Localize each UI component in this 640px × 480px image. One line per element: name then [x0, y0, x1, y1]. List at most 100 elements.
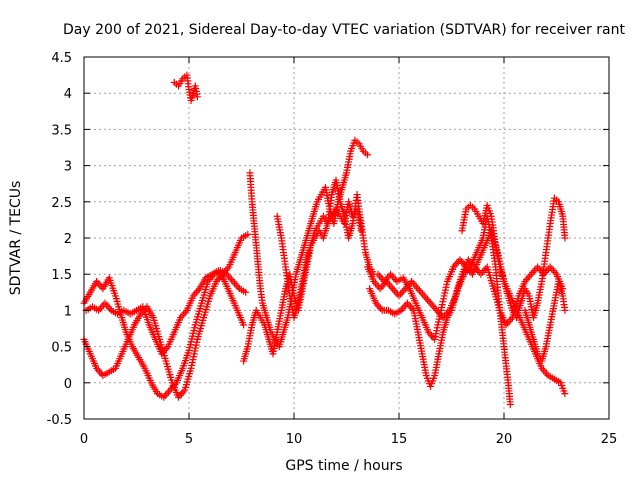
data-point-marker	[541, 368, 549, 376]
data-point-marker	[240, 321, 248, 329]
data-point-marker	[526, 272, 534, 280]
series-trace-a	[80, 267, 250, 401]
data-point-marker	[411, 281, 419, 289]
data-point-marker	[414, 285, 422, 293]
grid	[84, 57, 609, 419]
series-trace-c	[82, 267, 248, 358]
series-trace-k	[458, 194, 569, 322]
y-tick-label: 0	[64, 377, 72, 392]
x-axis-ticks: 0 5 10 15 20 25	[80, 57, 617, 447]
data-point-marker	[165, 388, 173, 396]
data-point-marker	[390, 286, 398, 294]
x-tick-label: 10	[286, 432, 303, 447]
y-axis-ticks: -0.5 0 0.5 1 1.5 2 2.5 3 3.5 4 4.5	[47, 51, 609, 428]
data-point-marker	[477, 270, 485, 278]
data-point-marker	[407, 303, 415, 311]
data-point-marker	[423, 296, 431, 304]
data-point-marker	[229, 277, 237, 285]
data-point-marker	[226, 274, 234, 282]
data-point-marker	[420, 292, 428, 300]
chart-title: Day 200 of 2021, Sidereal Day-to-day VTE…	[63, 22, 625, 38]
data-point-marker	[505, 317, 513, 325]
y-tick-label: 2	[64, 232, 72, 247]
data-points	[80, 71, 569, 409]
y-tick-label: 1	[64, 304, 72, 319]
data-point-marker	[232, 281, 240, 289]
data-point-marker	[412, 283, 420, 291]
data-point-marker	[376, 285, 384, 293]
series-trace-f	[240, 198, 365, 365]
series-trace-b	[80, 230, 252, 401]
series-trace-g	[273, 176, 378, 322]
data-point-marker	[425, 297, 433, 305]
x-tick-label: 0	[80, 432, 88, 447]
x-tick-label: 25	[601, 432, 618, 447]
data-point-marker	[400, 303, 408, 311]
data-point-marker	[228, 276, 236, 284]
data-point-marker	[388, 272, 396, 280]
data-point-marker	[561, 306, 569, 314]
data-point-marker	[97, 370, 105, 378]
data-point-marker	[96, 305, 104, 313]
data-point-marker	[389, 285, 397, 293]
data-point-marker	[561, 390, 569, 398]
data-point-marker	[104, 303, 112, 311]
data-point-marker	[431, 305, 439, 313]
x-tick-label: 5	[185, 432, 193, 447]
series-trace-l	[521, 277, 569, 365]
x-tick-label: 20	[496, 432, 513, 447]
y-tick-label: -0.5	[47, 413, 72, 428]
data-point-marker	[430, 303, 438, 311]
data-point-marker	[524, 274, 532, 282]
data-point-marker	[529, 268, 537, 276]
data-point-marker	[377, 305, 385, 313]
data-point-marker	[530, 267, 538, 275]
data-point-marker	[376, 272, 384, 280]
y-tick-label: 3	[64, 160, 72, 175]
data-point-marker	[415, 286, 423, 294]
data-point-marker	[96, 281, 104, 289]
data-point-marker	[419, 290, 427, 298]
y-tick-label: 1.5	[51, 268, 72, 283]
data-point-marker	[375, 303, 383, 311]
y-tick-label: 3.5	[51, 123, 72, 138]
data-point-marker	[453, 259, 461, 267]
data-point-marker	[231, 279, 239, 287]
data-point-marker	[178, 390, 186, 398]
data-point-marker	[101, 299, 109, 307]
series-trace-j	[374, 227, 569, 398]
data-point-marker	[373, 281, 381, 289]
y-tick-label: 2.5	[51, 196, 72, 211]
data-point-marker	[392, 288, 400, 296]
data-point-marker	[400, 286, 408, 294]
data-point-marker	[480, 267, 488, 275]
data-point-marker	[527, 270, 535, 278]
y-tick-label: 4.5	[51, 51, 72, 66]
data-point-marker	[403, 299, 411, 307]
data-point-marker	[456, 256, 464, 264]
data-point-marker	[422, 294, 430, 302]
data-point-marker	[180, 310, 188, 318]
data-point-marker	[387, 283, 395, 291]
data-point-marker	[549, 267, 557, 275]
data-point-marker	[161, 391, 169, 399]
data-point-marker	[506, 401, 514, 409]
data-point-marker	[387, 270, 395, 278]
data-point-marker	[244, 230, 252, 238]
data-point-marker	[409, 279, 417, 287]
data-point-marker	[417, 288, 425, 296]
y-axis-label: SDTVAR / TECUs	[8, 181, 24, 296]
y-tick-label: 0.5	[51, 341, 72, 356]
data-point-marker	[242, 288, 250, 296]
data-point-marker	[548, 265, 556, 273]
data-point-marker	[193, 93, 201, 101]
data-point-marker	[398, 288, 406, 296]
data-point-marker	[561, 234, 569, 242]
series-trace-e	[246, 136, 371, 351]
data-point-marker	[103, 301, 111, 309]
data-point-marker	[427, 299, 434, 307]
y-tick-label: 4	[64, 87, 72, 102]
data-point-marker	[535, 265, 543, 273]
x-axis-label: GPS time / hours	[285, 458, 402, 474]
